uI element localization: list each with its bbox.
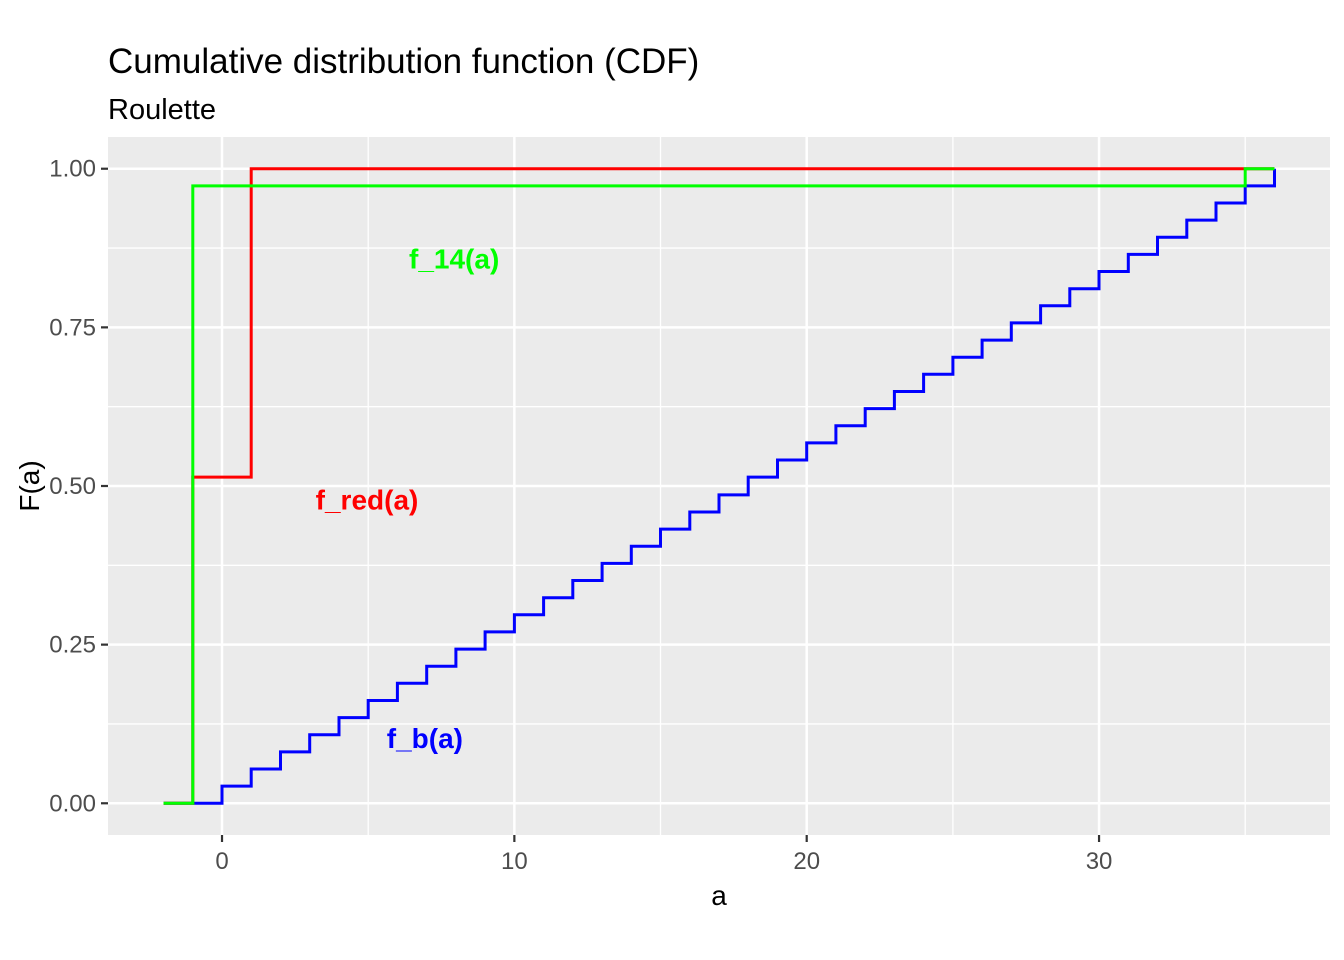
- series-label-f_14: f_14(a): [409, 243, 499, 274]
- series-label-f_red: f_red(a): [316, 484, 419, 515]
- x-tick-label-10: 10: [501, 848, 528, 875]
- y-tick-label-1.00: 1.00: [49, 156, 96, 183]
- x-tick-label-20: 20: [793, 848, 820, 875]
- series-line-f_14: [163, 167, 1275, 805]
- series-line-f_b: [163, 168, 1276, 805]
- series-label-f_b: f_b(a): [387, 723, 463, 754]
- x-axis-title: a: [711, 880, 727, 911]
- chart-subtitle: Roulette: [108, 94, 217, 126]
- y-tick-label-0.25: 0.25: [49, 632, 96, 659]
- x-tick-label-0: 0: [215, 848, 228, 875]
- chart-title: Cumulative distribution function (CDF): [108, 42, 700, 81]
- y-tick-label-0.75: 0.75: [49, 314, 96, 341]
- x-tick-label-30: 30: [1086, 848, 1113, 875]
- y-tick-label-0.00: 0.00: [49, 790, 96, 817]
- y-tick-label-0.50: 0.50: [49, 473, 96, 500]
- y-axis-title: F(a): [14, 460, 45, 512]
